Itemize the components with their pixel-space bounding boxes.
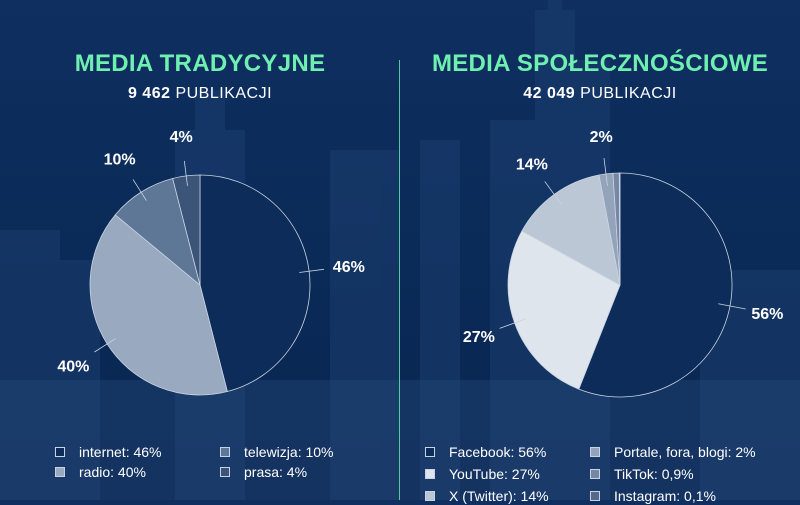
legend-social: Facebook: 56% Portale, fora, blogi: 2% You…	[400, 443, 800, 504]
panel-social-media: MEDIA SPOŁECZNOŚCIOWE 42 049 PUBLIKACJI …	[400, 0, 800, 504]
legend-swatch	[590, 469, 600, 479]
legend-swatch	[425, 469, 435, 479]
legend-swatch	[55, 467, 65, 477]
leader-line	[718, 303, 746, 310]
legend-label: prasa: 4%	[244, 464, 308, 480]
slice-label: 46%	[333, 259, 365, 276]
legend-item: Facebook: 56%	[425, 443, 546, 461]
slice-label: 40%	[57, 358, 89, 375]
legend-item: radio: 40%	[55, 463, 146, 481]
pie-slice-instagram	[618, 172, 621, 286]
pie-chart-traditional: 46% 40% 10% 4%	[57, 129, 365, 396]
slice-label: 14%	[516, 157, 548, 174]
legend-label: Instagram: 0,1%	[614, 488, 716, 504]
slice-label: 2%	[590, 129, 613, 146]
slice-label: 10%	[104, 151, 136, 168]
legend-label: Facebook: 56%	[449, 444, 547, 460]
leader-line	[299, 268, 325, 273]
legend-label: YouTube: 27%	[449, 466, 540, 482]
legend-label: telewizja: 10%	[244, 444, 334, 460]
leader-line	[132, 179, 147, 201]
legend-traditional: internet: 46% telewizja: 10% radio: 40% pra…	[0, 443, 400, 500]
publication-count: 42 049	[523, 85, 576, 102]
leader-line	[603, 157, 608, 186]
slice-label: 27%	[463, 329, 495, 346]
legend-label: X (Twitter): 14%	[449, 488, 549, 504]
legend-item: Portale, fora, blogi: 2%	[590, 443, 756, 461]
leader-line	[499, 318, 527, 329]
legend-label: radio: 40%	[79, 464, 146, 480]
panel-traditional-media: MEDIA TRADYCYJNE 9 462 PUBLIKACJI 46% 40%…	[0, 0, 400, 500]
leader-line	[183, 160, 188, 186]
publication-count: 9 462	[127, 85, 171, 102]
legend-item: prasa: 4%	[220, 463, 307, 481]
publication-unit: PUBLIKACJI	[175, 85, 273, 102]
chart-title: MEDIA TRADYCYJNE	[74, 50, 326, 77]
legend-swatch	[55, 447, 65, 457]
slice-label: 4%	[170, 129, 193, 146]
slice-label: 56%	[751, 306, 783, 323]
legend-label: Portale, fora, blogi: 2%	[614, 444, 756, 460]
leader-line	[544, 181, 562, 205]
chart-title: MEDIA SPOŁECZNOŚCIOWE	[431, 50, 769, 77]
pie-chart-social: 56% 27% 14% 2%	[463, 129, 783, 398]
chart-subtitle: 9 462 PUBLIKACJI	[0, 85, 400, 103]
leader-line	[94, 338, 116, 353]
legend-label: internet: 46%	[79, 444, 162, 460]
legend-item: Instagram: 0,1%	[590, 487, 716, 505]
legend-item: TikTok: 0,9%	[590, 465, 694, 483]
legend-swatch	[220, 447, 230, 457]
chart-subtitle: 42 049 PUBLIKACJI	[400, 85, 800, 103]
legend-item: telewizja: 10%	[220, 443, 334, 461]
legend-item: YouTube: 27%	[425, 465, 540, 483]
legend-swatch	[425, 447, 435, 457]
legend-item: internet: 46%	[55, 443, 162, 461]
legend-item: X (Twitter): 14%	[425, 487, 549, 505]
publication-unit: PUBLIKACJI	[580, 85, 677, 102]
legend-swatch	[220, 467, 230, 477]
legend-swatch	[590, 447, 600, 457]
legend-label: TikTok: 0,9%	[614, 466, 694, 482]
panel-divider	[399, 60, 400, 500]
